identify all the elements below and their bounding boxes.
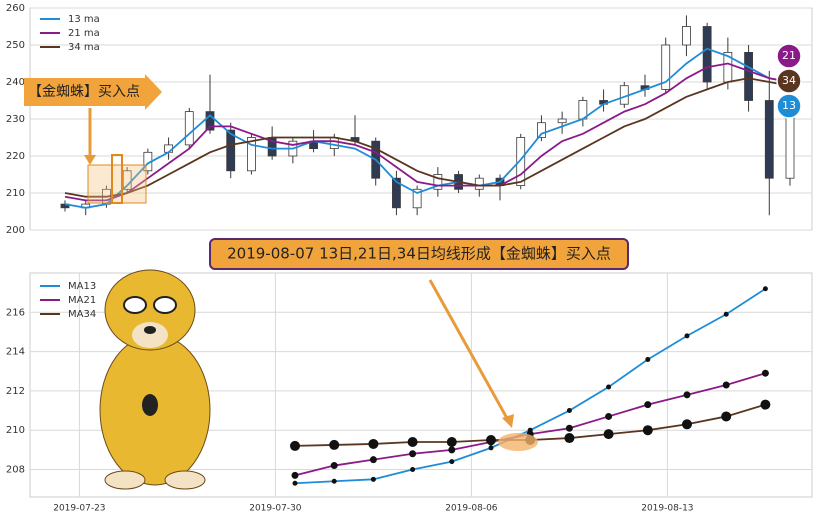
marker — [642, 425, 653, 436]
marker — [407, 436, 418, 447]
highlight-box — [111, 154, 123, 204]
candle-body — [412, 188, 422, 209]
legend-label: 21 ma — [68, 28, 100, 39]
candle-body — [184, 111, 194, 146]
candle-body — [433, 174, 443, 190]
badge — [776, 93, 802, 119]
pointer — [428, 279, 510, 421]
candle-body — [661, 44, 671, 90]
legend-label: 34 ma — [68, 42, 100, 53]
marker — [329, 439, 340, 450]
marker — [409, 450, 417, 458]
badge — [776, 43, 802, 69]
legend-label: MA34 — [68, 309, 96, 320]
badge-label: 34 — [782, 74, 796, 87]
chart-title: 2019-08-07 13日,21日,34日均线形成【金蜘蛛】买入点 — [227, 245, 611, 263]
marker — [760, 399, 771, 410]
marker — [369, 456, 377, 464]
marker — [448, 446, 456, 454]
marker — [410, 466, 416, 472]
marker — [486, 435, 496, 446]
marker — [645, 356, 651, 362]
annotation-arrow — [24, 74, 162, 110]
y-tick-label: 216 — [6, 307, 25, 318]
y-tick-label: 240 — [6, 77, 25, 88]
pointer — [84, 155, 96, 165]
ma-line — [64, 62, 791, 202]
marker — [684, 333, 690, 339]
marker — [566, 408, 572, 414]
pointer — [502, 414, 514, 428]
marker — [683, 391, 691, 399]
marker — [762, 286, 768, 292]
marker — [488, 445, 494, 451]
y-tick-label: 200 — [6, 225, 25, 236]
candle-body — [329, 137, 339, 150]
badge-label: 13 — [782, 99, 796, 112]
y-tick-label: 212 — [6, 386, 25, 397]
marker — [761, 369, 769, 377]
y-tick-label: 220 — [6, 151, 25, 162]
candle-body — [247, 137, 256, 172]
marker — [644, 401, 652, 409]
candle-body — [226, 129, 236, 172]
marker — [368, 438, 379, 449]
highlight-box — [87, 164, 147, 204]
x-tick-label: 2019-08-13 — [641, 504, 693, 514]
candle-body — [744, 52, 753, 101]
marker — [603, 429, 614, 440]
ma-line — [64, 47, 791, 209]
title-box — [209, 238, 629, 270]
marker — [605, 412, 613, 420]
candle-body — [537, 122, 546, 138]
marker — [606, 384, 612, 390]
marker — [682, 419, 692, 430]
y-tick-label: 250 — [6, 40, 25, 51]
marker — [446, 436, 457, 447]
candle-body — [557, 118, 567, 124]
highlight — [498, 433, 538, 451]
marker — [370, 476, 376, 482]
bottom-frame — [29, 272, 813, 498]
candle-body — [474, 177, 484, 190]
y-tick-label: 210 — [6, 188, 25, 199]
badge — [776, 68, 802, 94]
y-tick-label: 214 — [6, 347, 25, 358]
marker — [722, 381, 730, 389]
marker — [331, 478, 337, 484]
marker — [330, 462, 338, 470]
candle-body — [516, 137, 526, 186]
x-tick-label: 2019-08-06 — [445, 504, 498, 514]
badge-label: 21 — [782, 49, 796, 62]
marker — [721, 411, 732, 422]
y-tick-label: 260 — [6, 3, 25, 14]
top-panel: 200 210 220 230 240 250 260 13 ma 21 ma 34 ma 21 34… — [6, 3, 812, 236]
candle-body — [764, 100, 774, 179]
marker — [449, 459, 455, 465]
marker — [291, 471, 299, 479]
y-tick-label: 208 — [6, 464, 25, 475]
candle-body — [205, 111, 215, 131]
legend-label: MA21 — [68, 295, 96, 306]
y-tick-label: 210 — [6, 425, 25, 436]
x-tick-label: 2019-07-30 — [249, 504, 302, 514]
marker — [564, 433, 575, 444]
x-tick-label: 2019-07-23 — [53, 504, 105, 514]
dog-illustration — [99, 269, 211, 490]
candle-body — [702, 26, 712, 83]
legend-label: 13 ma — [68, 14, 100, 25]
legend-label: MA13 — [68, 281, 96, 292]
marker — [290, 440, 300, 451]
candle-body — [392, 177, 401, 209]
annotation: 【金蜘蛛】买入点 — [28, 84, 140, 100]
ma-line — [64, 77, 791, 198]
marker — [292, 480, 298, 486]
y-tick-label: 230 — [6, 114, 25, 125]
marker — [565, 424, 573, 432]
candle-body — [682, 26, 691, 46]
marker — [723, 311, 729, 317]
